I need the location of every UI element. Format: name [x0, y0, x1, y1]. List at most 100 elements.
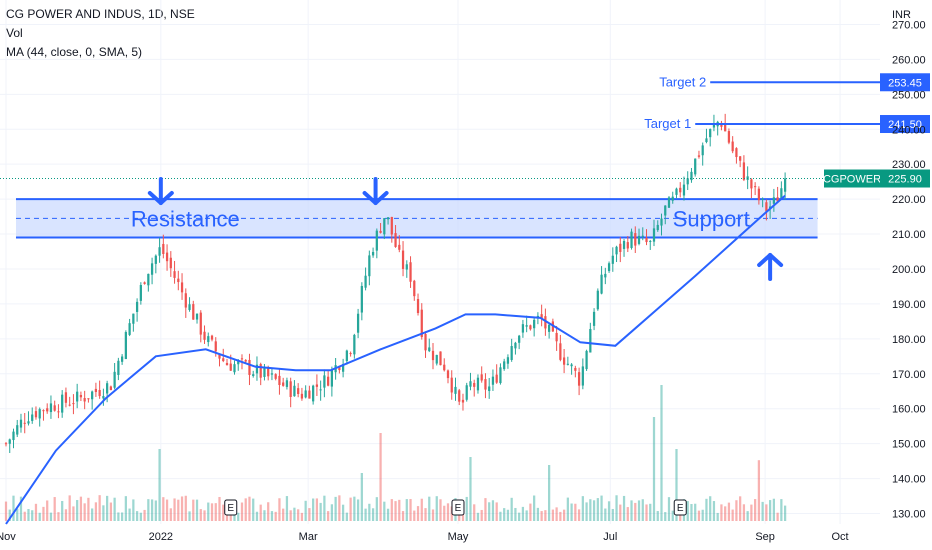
candle-body: [106, 383, 109, 394]
candle-body: [664, 205, 667, 216]
volume-bar: [330, 504, 334, 521]
volume-bar: [53, 497, 56, 521]
earnings-marker-icon: [451, 499, 465, 516]
candle-body: [765, 202, 768, 212]
volume-bar: [109, 502, 113, 521]
volume-bar: [173, 498, 176, 521]
volume-bar: [443, 505, 446, 521]
volume-bar: [83, 503, 86, 521]
candle-body: [162, 243, 165, 254]
candle-body: [68, 404, 71, 406]
y-tick-label: 160.00: [892, 404, 926, 416]
volume-bar: [117, 512, 120, 521]
candle-body: [675, 188, 678, 195]
candle-body: [390, 216, 393, 235]
volume-bar: [386, 508, 390, 521]
candle-body: [285, 380, 289, 387]
volume-bar: [750, 504, 753, 521]
volume-bar: [739, 496, 742, 521]
candle-body: [465, 385, 468, 400]
volume-bar: [106, 495, 109, 521]
earnings-marker-letter: E: [455, 503, 462, 514]
candle-body: [143, 282, 146, 284]
candle-body: [368, 255, 371, 277]
volume-bar: [68, 495, 71, 521]
volume-bar: [383, 501, 386, 521]
volume-bar: [177, 499, 180, 521]
volume-bar: [274, 511, 277, 521]
volume-bar: [420, 498, 423, 521]
volume-bar: [353, 496, 356, 521]
candle-body: [188, 304, 191, 310]
candle-body: [394, 233, 397, 247]
volume-bar: [428, 496, 431, 521]
volume-bar: [64, 509, 68, 521]
volume-bar: [574, 503, 577, 521]
candle-body: [53, 405, 56, 411]
volume-bar: [360, 473, 363, 521]
candle-body: [562, 357, 566, 365]
candle-body: [195, 313, 199, 320]
last-price-badge: [880, 169, 930, 188]
volume-bar: [4, 501, 8, 521]
volume-bar: [16, 508, 19, 521]
candle-body: [46, 408, 49, 412]
volume-bar: [304, 500, 307, 521]
y-tick-label: 200.00: [892, 264, 926, 276]
volume-bar: [727, 502, 731, 521]
volume-bar: [207, 502, 210, 521]
volume-bar: [607, 501, 611, 521]
candle-body: [570, 364, 573, 367]
candle-body: [270, 373, 274, 375]
candle-body: [727, 131, 731, 143]
y-tick-label: 240.00: [892, 124, 926, 136]
volume-bar: [368, 503, 371, 521]
candle-body: [364, 275, 367, 288]
candle-body: [712, 124, 716, 128]
volume-bar: [169, 508, 172, 521]
candle-body: [615, 246, 618, 255]
volume-bar: [533, 495, 536, 521]
candle-body: [577, 372, 581, 386]
volume-bar: [604, 508, 607, 521]
volume-bar: [476, 512, 480, 521]
candle-body: [649, 240, 652, 242]
candle-body: [386, 217, 390, 220]
candle-body: [210, 335, 214, 340]
volume-bar: [203, 510, 206, 521]
volume-bar: [757, 460, 761, 521]
candle-body: [694, 158, 697, 175]
volume-bar: [38, 512, 41, 521]
volume-legend-label[interactable]: Vol: [6, 26, 23, 40]
volume-bar: [761, 501, 764, 521]
support-label: Support: [673, 206, 750, 231]
volume-bar: [293, 507, 296, 521]
volume-bar: [559, 511, 562, 521]
candle-body: [341, 364, 345, 372]
candle-body: [540, 314, 543, 319]
volume-bar: [709, 496, 712, 521]
candle-body: [435, 354, 438, 364]
candle-body: [135, 301, 139, 312]
ma-legend-label[interactable]: MA (44, close, 0, SMA, 5): [6, 45, 143, 59]
volume-bar: [521, 506, 525, 521]
earnings-marker-letter: E: [677, 503, 684, 514]
volume-bar: [214, 503, 217, 521]
x-tick-label: Nov: [0, 531, 16, 543]
candle-body: [656, 224, 659, 231]
candle-body: [248, 359, 251, 375]
volume-bar: [473, 504, 476, 521]
candle-body: [637, 235, 641, 244]
chart-title: CG POWER AND INDUS, 1D, NSE: [6, 7, 195, 21]
target-levels: Target 2 253.45 Target 1 241.50 CGPOWER 225.9…: [0, 73, 930, 188]
candle-body: [731, 141, 734, 152]
candle-body: [780, 188, 783, 199]
volume-bar: [49, 512, 53, 521]
volume-bar: [735, 500, 738, 521]
candle-body: [652, 228, 656, 242]
candle-body: [349, 353, 352, 355]
volume-bar: [132, 499, 135, 521]
candle-body: [461, 399, 465, 403]
volume-bar: [439, 499, 442, 521]
